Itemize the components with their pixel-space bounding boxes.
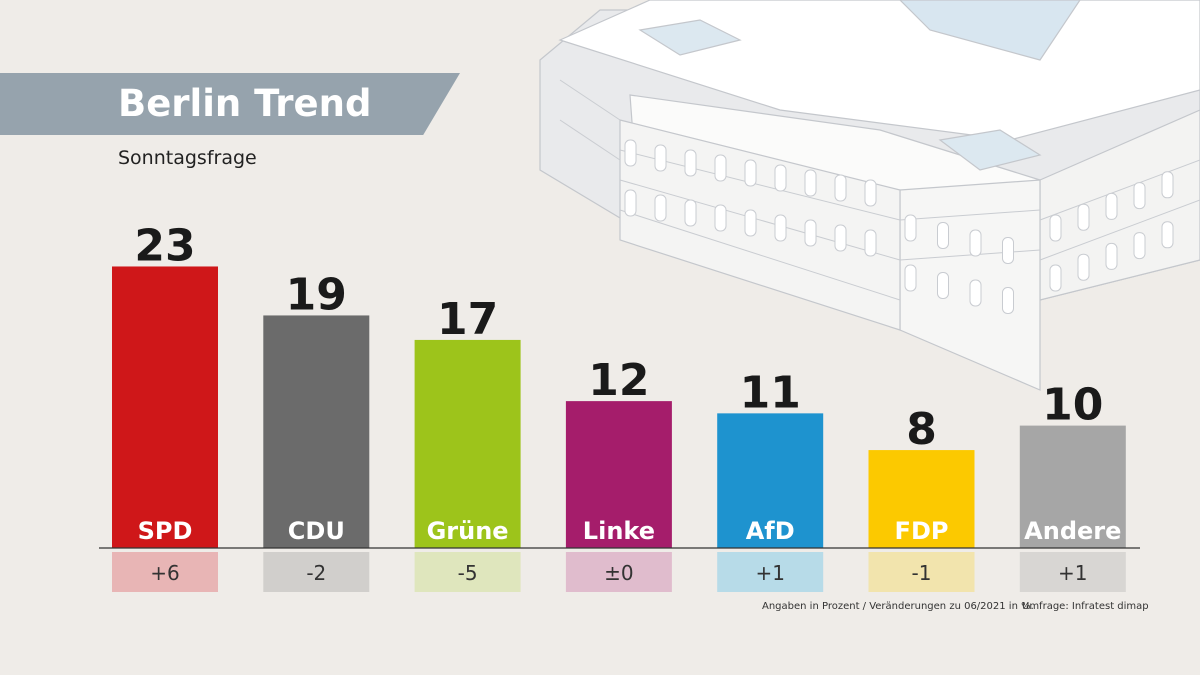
- category-label-grne: Grüne: [427, 517, 509, 545]
- value-label-linke: 12: [588, 355, 649, 406]
- change-box-andere: [1019, 552, 1126, 592]
- change-label-fdp: -1: [912, 561, 932, 585]
- value-label-afd: 11: [740, 367, 801, 418]
- change-box-fdp: [868, 552, 975, 592]
- change-label-linke: ±0: [604, 561, 633, 585]
- change-box-spd: [112, 552, 218, 592]
- change-label-afd: +1: [755, 561, 784, 585]
- change-label-cdu: -2: [306, 561, 326, 585]
- bar-spd: [112, 266, 218, 548]
- change-box-cdu: [263, 552, 370, 592]
- footnote-units: Angaben in Prozent / Veränderungen zu 06…: [762, 601, 1034, 612]
- change-label-spd: +6: [150, 561, 179, 585]
- category-label-afd: AfD: [746, 517, 795, 545]
- bar-andere: [1019, 425, 1126, 548]
- category-label-fdp: FDP: [895, 517, 949, 545]
- category-label-spd: SPD: [138, 517, 193, 545]
- change-box-afd: [717, 552, 824, 592]
- category-label-linke: Linke: [583, 517, 655, 545]
- value-label-spd: 23: [134, 220, 195, 271]
- category-label-andere: Andere: [1024, 517, 1121, 545]
- value-label-fdp: 8: [906, 404, 937, 455]
- chart-subtitle: Sonntagsfrage: [118, 147, 257, 169]
- value-label-cdu: 19: [286, 269, 347, 320]
- chart-title: Berlin Trend: [118, 82, 372, 125]
- bar-cdu: [263, 315, 370, 548]
- value-label-andere: 10: [1042, 380, 1103, 431]
- bar-afd: [717, 413, 824, 548]
- change-box-linke: [565, 552, 672, 592]
- title-band: [0, 73, 460, 135]
- change-box-grne: [414, 552, 521, 592]
- footnote-source: Umfrage: Infratest dimap: [1022, 601, 1149, 612]
- change-label-andere: +1: [1058, 561, 1087, 585]
- category-label-cdu: CDU: [288, 517, 345, 545]
- bar-linke: [565, 401, 672, 548]
- value-label-grne: 17: [437, 294, 498, 345]
- change-label-grne: -5: [458, 561, 478, 585]
- bar-fdp: [868, 450, 975, 548]
- bar-grne: [414, 339, 521, 548]
